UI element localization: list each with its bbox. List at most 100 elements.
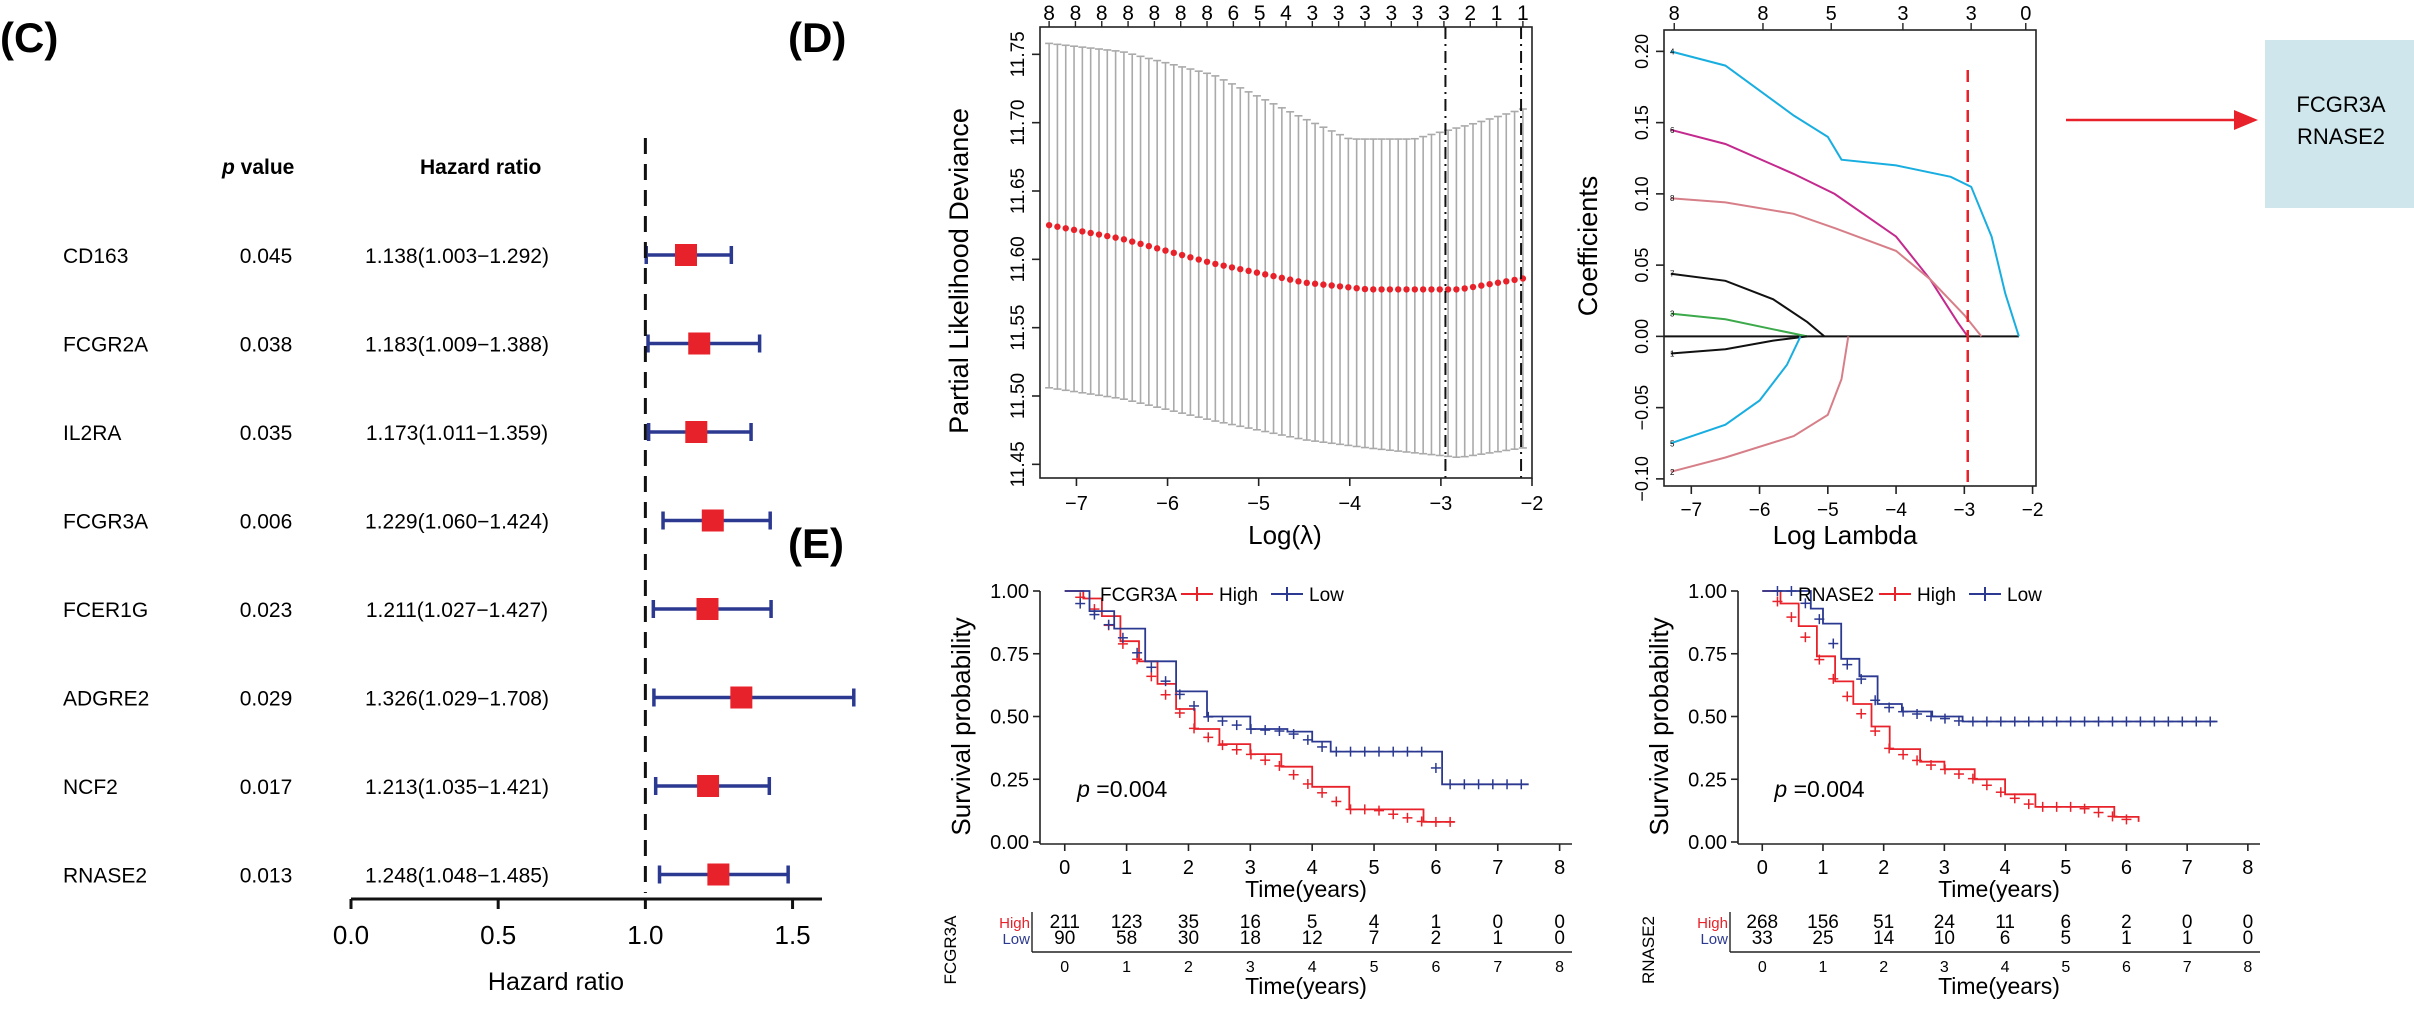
p-value: 0.023 bbox=[240, 599, 293, 622]
cv-frame bbox=[1039, 26, 1533, 479]
cv-x-tick-label: −5 bbox=[1247, 493, 1270, 515]
cv-point bbox=[1311, 280, 1319, 287]
cv-y-tick-label: 11.55 bbox=[1008, 305, 1029, 351]
km-p-value: p =0.004 bbox=[1773, 776, 1864, 802]
risk-x-tick-label: 2 bbox=[1184, 959, 1193, 976]
risk-low-count: 0 bbox=[1554, 928, 1565, 949]
risk-x-tick-label: 4 bbox=[1308, 959, 1317, 976]
panel-labels: (C) (D) (E) bbox=[0, 14, 846, 567]
cv-point bbox=[1278, 274, 1286, 282]
risk-high-count: 51 bbox=[1873, 912, 1894, 933]
cv-y-tick-label: 11.45 bbox=[1008, 441, 1029, 487]
cv-point bbox=[1095, 231, 1103, 238]
gene-label: FCGR2A bbox=[63, 334, 148, 357]
cv-point bbox=[1178, 251, 1186, 259]
cv-point bbox=[1370, 286, 1377, 293]
p-value: 0.045 bbox=[240, 245, 293, 268]
km-x-tick-label: 8 bbox=[1554, 857, 1565, 879]
risk-x-axis-title: Time(years) bbox=[1938, 973, 2060, 999]
cv-point bbox=[1395, 286, 1402, 293]
risk-x-tick-label: 3 bbox=[1940, 959, 1949, 976]
km-x-axis-title: Time(years) bbox=[1245, 876, 1367, 902]
risk-x-tick-label: 7 bbox=[1493, 959, 1502, 976]
annotation-arrow-head bbox=[2234, 110, 2258, 130]
cv-x-tick-label: −3 bbox=[1429, 493, 1452, 515]
km-x-tick-label: 5 bbox=[2060, 857, 2071, 879]
km-y-axis-title: Survival probability bbox=[1644, 617, 1674, 835]
cv-x-tick-label: −6 bbox=[1156, 493, 1179, 515]
hazard-ratio-ci: 1.326(1.029−1.708) bbox=[365, 688, 549, 711]
cv-point bbox=[1511, 276, 1518, 284]
risk-high-label: High bbox=[999, 915, 1030, 932]
km-x-tick-label: 2 bbox=[1183, 857, 1194, 879]
km-y-tick-label: 0.50 bbox=[1688, 707, 1727, 729]
risk-high-count: 11 bbox=[1995, 912, 2015, 933]
cv-y-tick-label: 11.65 bbox=[1008, 168, 1029, 214]
cv-point bbox=[1262, 271, 1269, 278]
gene-label: RNASE2 bbox=[63, 865, 147, 888]
gene-label: NCF2 bbox=[63, 776, 118, 799]
risk-high-count: 0 bbox=[2182, 912, 2193, 933]
risk-x-tick-label: 5 bbox=[1370, 959, 1379, 976]
hr-point bbox=[697, 775, 720, 797]
cv-point bbox=[1087, 229, 1094, 237]
risk-high-count: 2 bbox=[2121, 912, 2132, 933]
coef-top-label: 3 bbox=[1966, 3, 1977, 25]
cv-point bbox=[1336, 283, 1344, 290]
gene-label: FCER1G bbox=[63, 599, 148, 622]
cv-x-tick-label: −4 bbox=[1338, 493, 1361, 515]
risk-low-label: Low bbox=[1700, 931, 1728, 948]
cv-point bbox=[1378, 286, 1385, 293]
km-y-tick-label: 0.75 bbox=[990, 644, 1029, 666]
risk-low-count: 18 bbox=[1240, 928, 1261, 949]
cv-point bbox=[1212, 260, 1219, 268]
cv-top-count: 3 bbox=[1385, 2, 1397, 25]
coef-y-tick-label: 0.00 bbox=[1632, 319, 1652, 354]
km-x-tick-label: 4 bbox=[2000, 857, 2011, 879]
coef-x-tick-label: −4 bbox=[1885, 500, 1907, 521]
risk-high-count: 6 bbox=[2060, 912, 2071, 933]
coef-y-tick-label: 0.15 bbox=[1632, 105, 1652, 140]
cv-point bbox=[1245, 267, 1252, 275]
cv-x-axis-title: Log(λ) bbox=[1248, 520, 1322, 550]
km-legend-high: High bbox=[1917, 585, 1956, 606]
x-tick-label: 1.0 bbox=[627, 920, 663, 950]
x-tick-label: 0.5 bbox=[480, 920, 516, 950]
cv-point bbox=[1112, 234, 1119, 241]
km-y-tick-label: 0.00 bbox=[1688, 832, 1727, 854]
cv-point bbox=[1270, 272, 1277, 280]
cv-point bbox=[1104, 232, 1111, 240]
p-value: 0.029 bbox=[240, 688, 293, 711]
risk-high-count: 16 bbox=[1240, 912, 1261, 933]
cv-top-count: 1 bbox=[1517, 2, 1529, 25]
risk-high-count: 268 bbox=[1746, 912, 1778, 933]
risk-high-count: 35 bbox=[1178, 912, 1199, 933]
cv-top-count: 8 bbox=[1175, 2, 1187, 25]
risk-x-tick-label: 7 bbox=[2183, 959, 2192, 976]
coef-x-tick-label: −7 bbox=[1680, 500, 1702, 521]
cv-point bbox=[1286, 276, 1294, 283]
risk-x-tick-label: 6 bbox=[1431, 959, 1440, 976]
hr-point bbox=[685, 421, 708, 443]
coef-y-tick-label: 0.10 bbox=[1632, 176, 1652, 211]
km-x-tick-label: 3 bbox=[1939, 857, 1950, 879]
risk-low-count: 2 bbox=[1431, 928, 1442, 949]
cv-point bbox=[1162, 247, 1169, 254]
coef-top-label: 0 bbox=[2020, 3, 2031, 25]
hr-point bbox=[730, 686, 753, 709]
risk-low-count: 58 bbox=[1116, 928, 1137, 949]
cv-point bbox=[1062, 225, 1069, 232]
km-x-tick-label: 8 bbox=[2242, 857, 2253, 879]
cv-point bbox=[1419, 286, 1427, 293]
risk-x-tick-label: 1 bbox=[1819, 959, 1828, 976]
km-x-axis-title: Time(years) bbox=[1938, 876, 2060, 902]
coef-path-index: 1 bbox=[1670, 349, 1675, 358]
forest-row: ADGRE2 0.029 1.326(1.029−1.708) bbox=[63, 686, 856, 711]
forest-x-axis: 0.0 0.5 1.0 1.5 bbox=[333, 897, 822, 950]
cv-point bbox=[1153, 245, 1161, 252]
km-y-axis-title: Survival probability bbox=[946, 617, 976, 835]
km-x-tick-label: 0 bbox=[1757, 857, 1768, 879]
cv-top-count: 8 bbox=[1122, 2, 1134, 25]
coef-top-label: 3 bbox=[1897, 3, 1908, 25]
cv-point bbox=[1494, 279, 1502, 286]
